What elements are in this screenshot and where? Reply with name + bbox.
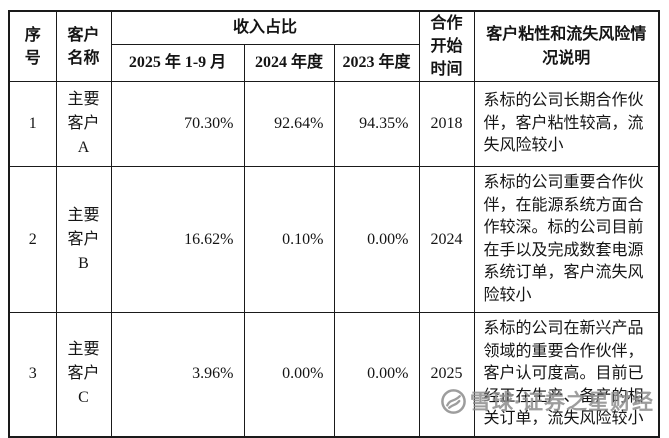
header-risk-description: 客户粘性和流失风险情况说明 [473,10,660,82]
customer-revenue-table: 序号 客户名称 收入占比 合作开始时间 客户粘性和流失风险情况说明 2025 年… [8,10,660,438]
cell-pct-2024: 0.00% [243,312,335,437]
header-coop-start: 合作开始时间 [418,10,475,82]
cell-customer-name: 主要客户B [55,166,112,313]
header-customer-name: 客户名称 [55,10,112,82]
cell-risk-description: 系标的公司在新兴产品领域的重要合作伙伴，客户认可度高。目前已经正在生产、备产的相… [473,312,660,437]
cell-pct-2025: 70.30% [110,81,245,167]
cell-risk-description: 系标的公司重要合作伙伴，在能源系统方面合作较深。标的公司目前在手以及完成数套电源… [473,166,660,313]
header-period-2025: 2025 年 1-9 月 [110,43,245,83]
cell-pct-2024: 92.64% [243,81,335,167]
table-row-customer-b: 2 主要客户B 16.62% 0.10% 0.00% 2024 系标的公司重要合… [8,166,660,313]
cell-risk-description: 系标的公司长期合作伙伴，客户粘性较高，流失风险较小 [473,81,660,167]
cell-seq: 3 [8,312,57,437]
cell-pct-2023: 0.00% [333,166,420,313]
cell-pct-2023: 0.00% [333,312,420,437]
header-row-periods: 2025 年 1-9 月 2024 年度 2023 年度 [9,43,659,83]
header-seq: 序号 [8,10,57,82]
cell-coop-start: 2024 [418,166,475,313]
table-row-customer-c: 3 主要客户C 3.96% 0.00% 0.00% 2025 系标的公司在新兴产… [8,312,660,437]
cell-pct-2024: 0.10% [243,166,335,313]
header-period-2023: 2023 年度 [333,43,420,83]
cell-customer-name: 主要客户C [55,312,112,437]
table-row-customer-a: 1 主要客户A 70.30% 92.64% 94.35% 2018 系标的公司长… [8,81,660,167]
cell-pct-2023: 94.35% [333,81,420,167]
header-revenue-share: 收入占比 [110,10,420,45]
document-page: 序号 客户名称 收入占比 合作开始时间 客户粘性和流失风险情况说明 2025 年… [8,10,660,438]
cell-customer-name: 主要客户A [55,81,112,167]
header-row-top: 序号 客户名称 收入占比 合作开始时间 客户粘性和流失风险情况说明 [8,10,660,82]
cell-coop-start: 2025 [418,312,475,437]
header-period-2024: 2024 年度 [243,43,335,83]
cell-pct-2025: 16.62% [110,166,245,313]
cell-seq: 1 [8,81,57,167]
cell-seq: 2 [8,166,57,313]
cell-coop-start: 2018 [418,81,475,167]
cell-pct-2025: 3.96% [110,312,245,437]
